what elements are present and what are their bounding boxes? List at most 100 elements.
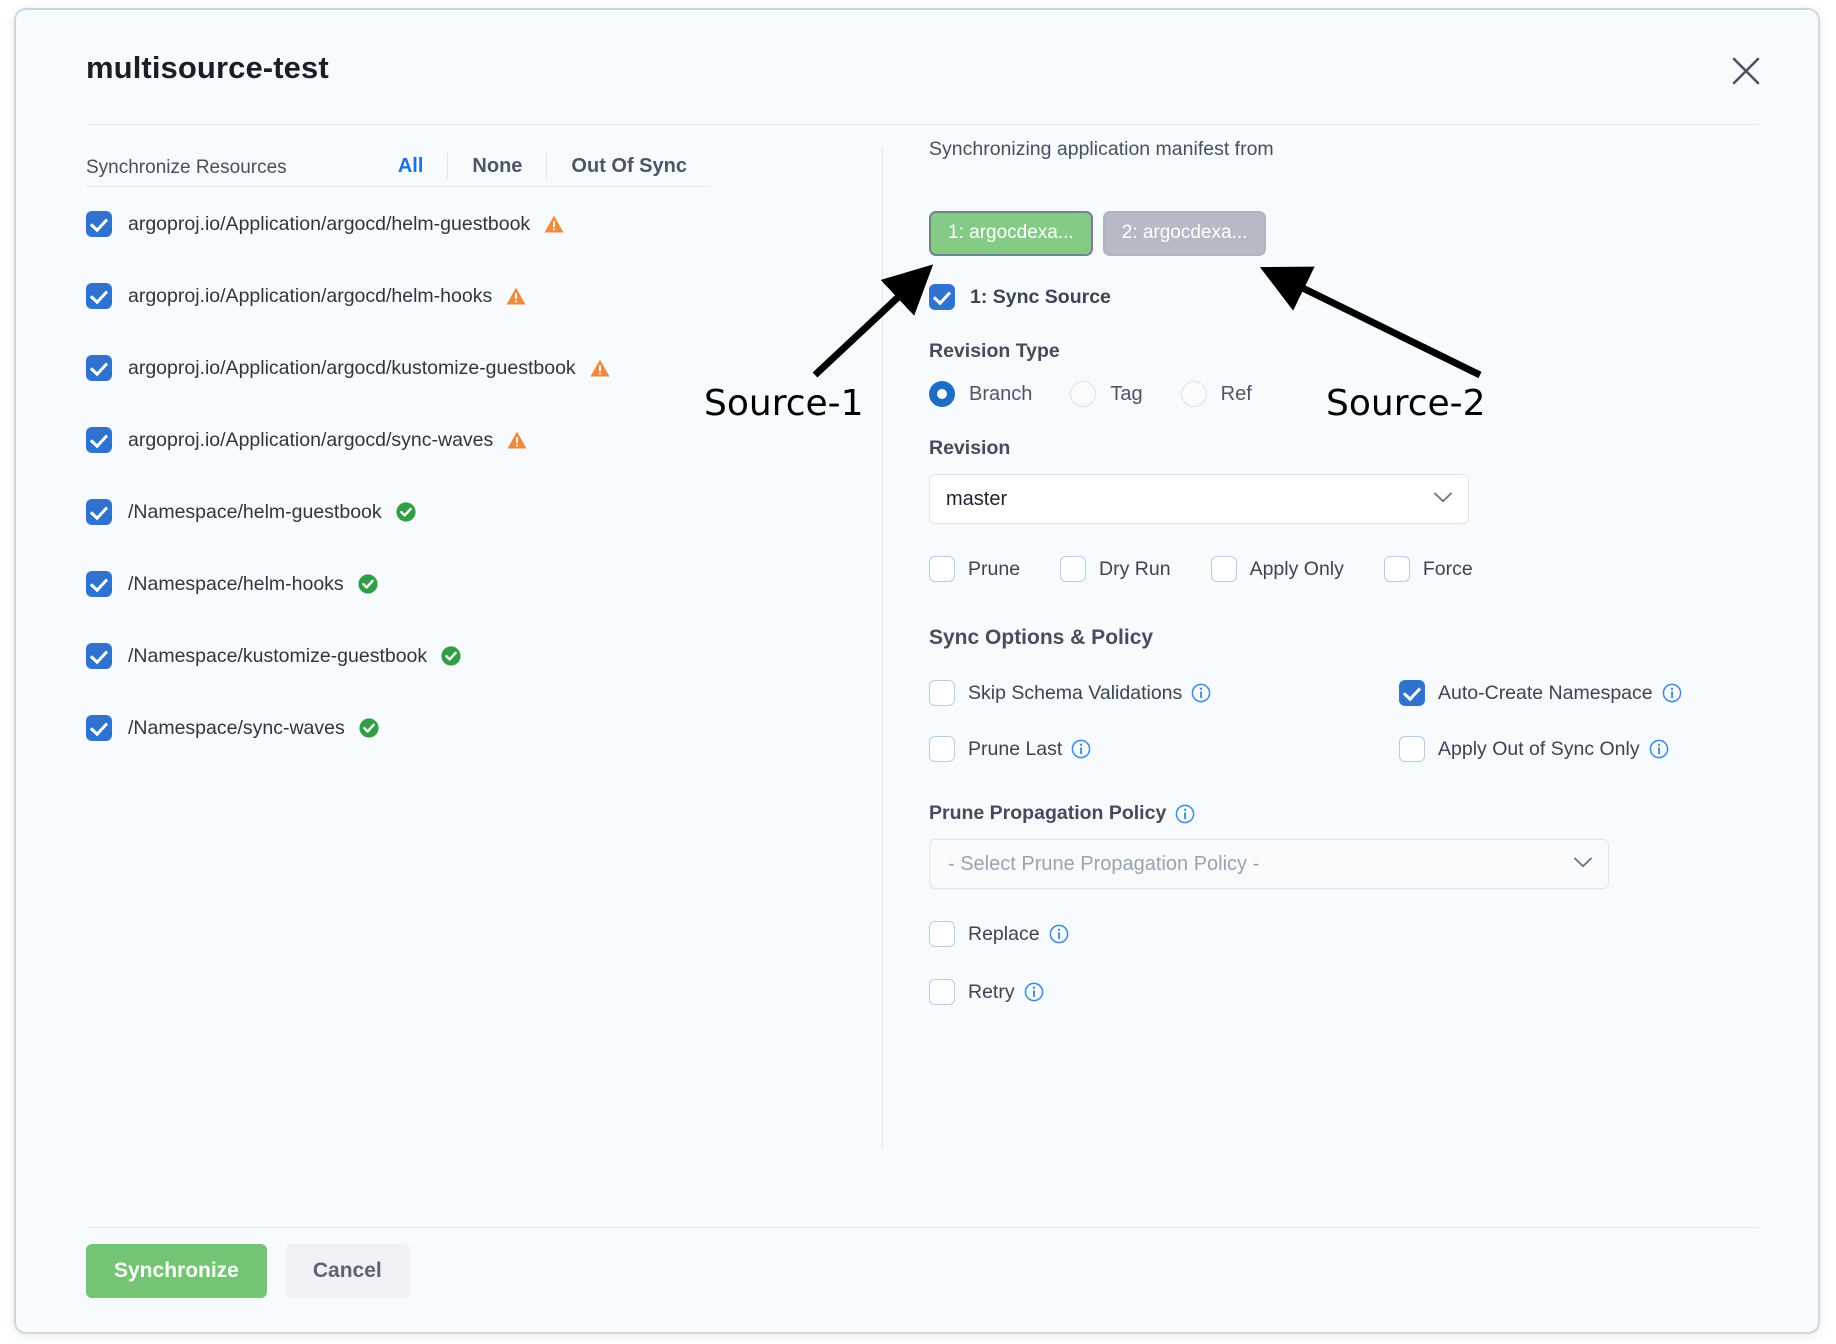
filter-all[interactable]: All xyxy=(397,154,424,177)
apply-only-label: Apply Only xyxy=(1249,557,1344,580)
list-item[interactable]: argoproj.io/Application/argocd/kustomize… xyxy=(86,353,726,383)
list-item[interactable]: argoproj.io/Application/argocd/helm-gues… xyxy=(86,209,726,239)
resource-label: /Namespace/helm-hooks xyxy=(128,572,344,595)
source-tab-group: 1: argocdexa... 2: argocdexa... xyxy=(929,211,1778,256)
prune-propagation-policy-label: Prune Propagation Policy xyxy=(929,802,1778,825)
option-apply-out-of-sync-only[interactable]: Apply Out of Sync Only xyxy=(1399,736,1778,762)
prune-last-label: Prune Last xyxy=(968,737,1063,760)
info-icon[interactable] xyxy=(1071,739,1091,759)
radio-branch-label: Branch xyxy=(969,382,1033,405)
radio-ref-indicator[interactable] xyxy=(1180,381,1207,407)
radio-ref[interactable]: Ref xyxy=(1180,381,1252,407)
resource-label: argoproj.io/Application/argocd/helm-gues… xyxy=(128,212,531,235)
out-of-sync-icon xyxy=(543,213,565,235)
radio-tag-label: Tag xyxy=(1110,382,1143,405)
option-replace[interactable]: Replace xyxy=(929,921,1778,947)
apply-out-of-sync-only-label: Apply Out of Sync Only xyxy=(1438,737,1640,760)
resource-list: argoproj.io/Application/argocd/helm-gues… xyxy=(86,209,726,785)
dry-run-label: Dry Run xyxy=(1099,557,1171,580)
annotation-source-1: Source-1 xyxy=(704,383,864,424)
revision-select[interactable]: master xyxy=(929,474,1469,524)
revision-type-label: Revision Type xyxy=(929,340,1060,362)
resource-label: argoproj.io/Application/argocd/kustomize… xyxy=(128,356,576,379)
prune-propagation-policy-select[interactable]: - Select Prune Propagation Policy - xyxy=(929,839,1609,889)
apply-only-checkbox[interactable] xyxy=(1210,556,1237,582)
resource-checkbox[interactable] xyxy=(86,571,112,597)
resource-label: /Namespace/helm-guestbook xyxy=(128,500,382,523)
list-item[interactable]: /Namespace/sync-waves xyxy=(86,713,726,743)
list-item[interactable]: /Namespace/helm-guestbook xyxy=(86,497,726,527)
prune-last-checkbox[interactable] xyxy=(929,736,955,762)
radio-branch[interactable]: Branch xyxy=(929,381,1032,407)
info-icon[interactable] xyxy=(1175,804,1195,824)
skip-schema-validations-checkbox[interactable] xyxy=(929,680,955,706)
revision-type-radio-group: Branch Tag Ref xyxy=(929,381,1778,407)
info-icon[interactable] xyxy=(1049,924,1069,944)
option-retry[interactable]: Retry xyxy=(929,979,1778,1005)
option-skip-schema-validations[interactable]: Skip Schema Validations xyxy=(929,680,1399,706)
resource-checkbox[interactable] xyxy=(86,643,112,669)
resource-checkbox[interactable] xyxy=(86,715,112,741)
resource-filter-group: All None Out Of Sync xyxy=(374,153,711,179)
sync-manifest-heading: Synchronizing application manifest from xyxy=(929,138,1274,160)
info-icon[interactable] xyxy=(1649,739,1669,759)
option-auto-create-namespace[interactable]: Auto-Create Namespace xyxy=(1399,680,1778,706)
sync-source-checkbox[interactable] xyxy=(929,284,955,310)
synced-icon xyxy=(357,573,379,595)
synchronize-button[interactable]: Synchronize xyxy=(86,1244,267,1298)
synchronize-resources-panel: Synchronize Resources All None Out Of Sy… xyxy=(16,125,756,1332)
list-item[interactable]: /Namespace/helm-hooks xyxy=(86,569,726,599)
radio-tag-indicator[interactable] xyxy=(1070,381,1097,407)
info-icon[interactable] xyxy=(1191,683,1211,703)
option-prune[interactable]: Prune xyxy=(929,556,1020,582)
revision-value: master xyxy=(946,487,1008,510)
tab-source-2[interactable]: 2: argocdexa... xyxy=(1102,211,1267,256)
force-label: Force xyxy=(1422,557,1473,580)
list-item[interactable]: /Namespace/kustomize-guestbook xyxy=(86,641,726,671)
modal-header: multisource-test xyxy=(16,10,1818,125)
tab-source-1[interactable]: 1: argocdexa... xyxy=(929,211,1093,256)
out-of-sync-icon xyxy=(589,357,611,379)
resource-checkbox[interactable] xyxy=(86,499,112,525)
synced-icon xyxy=(358,717,380,739)
auto-create-namespace-checkbox[interactable] xyxy=(1399,680,1425,706)
close-icon[interactable] xyxy=(1729,54,1763,88)
radio-tag[interactable]: Tag xyxy=(1070,381,1143,407)
list-item[interactable]: argoproj.io/Application/argocd/helm-hook… xyxy=(86,281,726,311)
prune-propagation-policy-text: Prune Propagation Policy xyxy=(929,802,1167,824)
radio-branch-indicator[interactable] xyxy=(929,381,955,407)
radio-ref-label: Ref xyxy=(1220,382,1252,405)
resource-checkbox[interactable] xyxy=(86,355,112,381)
option-force[interactable]: Force xyxy=(1383,556,1473,582)
resource-checkbox[interactable] xyxy=(86,283,112,309)
option-dry-run[interactable]: Dry Run xyxy=(1060,556,1171,582)
apply-out-of-sync-only-checkbox[interactable] xyxy=(1399,736,1425,762)
skip-schema-validations-label: Skip Schema Validations xyxy=(968,681,1183,704)
force-checkbox[interactable] xyxy=(1383,556,1410,582)
option-prune-last[interactable]: Prune Last xyxy=(929,736,1399,762)
footer-divider xyxy=(86,1227,1758,1228)
retry-checkbox[interactable] xyxy=(929,979,955,1005)
resource-checkbox[interactable] xyxy=(86,427,112,453)
filter-none[interactable]: None xyxy=(472,154,523,177)
prune-label: Prune xyxy=(968,557,1021,580)
chevron-down-icon xyxy=(1434,490,1452,508)
sync-source-row[interactable]: 1: Sync Source xyxy=(929,284,1778,310)
filter-out-of-sync[interactable]: Out Of Sync xyxy=(571,154,687,177)
prune-checkbox[interactable] xyxy=(929,556,955,582)
cancel-button[interactable]: Cancel xyxy=(284,1244,410,1298)
info-icon[interactable] xyxy=(1024,982,1044,1002)
list-item[interactable]: argoproj.io/Application/argocd/sync-wave… xyxy=(86,425,726,455)
sync-source-label: 1: Sync Source xyxy=(970,285,1111,308)
dry-run-checkbox[interactable] xyxy=(1060,556,1087,582)
page-title: multisource-test xyxy=(86,50,329,85)
resource-checkbox[interactable] xyxy=(86,211,112,237)
synced-icon xyxy=(440,645,462,667)
sync-options-title: Sync Options & Policy xyxy=(929,626,1154,649)
modal-footer: Synchronize Cancel xyxy=(86,1244,410,1298)
resource-label: argoproj.io/Application/argocd/sync-wave… xyxy=(128,428,494,451)
info-icon[interactable] xyxy=(1662,683,1682,703)
option-apply-only[interactable]: Apply Only xyxy=(1210,556,1344,582)
panel-divider xyxy=(882,148,883,1148)
replace-checkbox[interactable] xyxy=(929,921,955,947)
